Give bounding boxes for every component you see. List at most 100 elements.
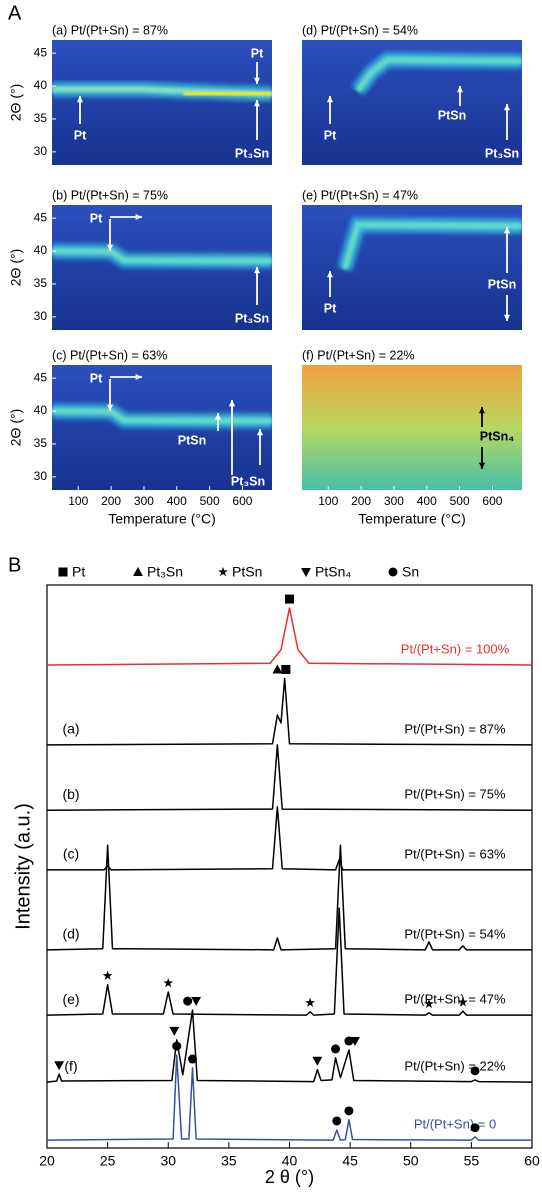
- marker-triangle-down: [191, 997, 202, 1007]
- x-tick-label: 30: [160, 1153, 176, 1169]
- marker-triangle: [272, 664, 283, 674]
- y-tick-label: 35: [34, 436, 48, 450]
- marker-circle: [332, 1116, 342, 1126]
- annotation: Pt: [251, 46, 264, 60]
- trace-label: (f): [64, 1058, 77, 1074]
- trace-name: Pt/(Pt+Sn) = 22%: [404, 1059, 506, 1074]
- x-tick-label: 35: [221, 1153, 237, 1169]
- x-tick-label: 20: [39, 1153, 55, 1169]
- panel-title: (f) Pt/(Pt+Sn) = 22%: [302, 348, 415, 362]
- annotation: PtSn: [488, 277, 516, 291]
- x-axis-label: Temperature (°C): [358, 511, 466, 527]
- heatmap-bands: [52, 243, 272, 269]
- legend-label: Sn: [402, 564, 419, 580]
- panel-label: A: [8, 2, 22, 24]
- heatmap-bands: [302, 217, 522, 326]
- x-tick-label: 300: [134, 494, 154, 508]
- arrow-head: [256, 429, 264, 436]
- x-tick-label: 200: [101, 494, 121, 508]
- y-tick-label: 30: [34, 469, 48, 483]
- arrow-head: [135, 213, 142, 221]
- trace-name: Pt/(Pt+Sn) = 87%: [404, 721, 506, 736]
- annotation: Pt: [90, 371, 103, 385]
- legend-symbol: [58, 567, 68, 577]
- legend-symbol: [388, 567, 398, 577]
- arrow-head: [135, 373, 142, 381]
- legend-label: PtSn: [232, 564, 262, 580]
- trace-label: (e): [62, 991, 79, 1007]
- x-tick-label: 100: [318, 494, 338, 508]
- arrow-head: [503, 314, 511, 321]
- arrow-head: [326, 96, 334, 103]
- x-tick-label: 600: [482, 494, 502, 508]
- heatmap-background: [302, 365, 522, 490]
- marker-star: [102, 970, 113, 980]
- marker-circle: [470, 1123, 480, 1133]
- marker-star: [457, 997, 468, 1007]
- marker-circle: [470, 1066, 480, 1076]
- arrow-head: [253, 100, 261, 107]
- marker-square: [281, 664, 291, 674]
- y-tick-label: 35: [34, 111, 48, 125]
- xrd-trace: [46, 744, 533, 811]
- y-axis-label: 2Θ (°): [8, 249, 24, 287]
- y-tick-label: 45: [34, 370, 48, 384]
- panel-title: (e) Pt/(Pt+Sn) = 47%: [302, 188, 418, 202]
- y-tick-label: 45: [34, 45, 48, 59]
- arrow-head: [106, 404, 114, 411]
- annotation: Pt: [324, 128, 337, 142]
- heatmap-bands: [52, 379, 272, 429]
- heatmap-bands: [52, 81, 272, 102]
- arrow-head: [478, 462, 486, 469]
- x-tick-label: 40: [282, 1153, 298, 1169]
- panel-title: (c) Pt/(Pt+Sn) = 63%: [52, 348, 167, 362]
- marker-circle: [344, 1106, 354, 1116]
- x-tick-label: 500: [450, 494, 470, 508]
- arrow-head: [503, 227, 511, 234]
- annotation: Pt: [324, 301, 337, 315]
- trace-name: Pt/(Pt+Sn) = 75%: [404, 787, 506, 802]
- x-tick-label: 55: [464, 1153, 480, 1169]
- trace-label: (b): [62, 786, 79, 802]
- arrow-head: [456, 86, 464, 93]
- panel-label: B: [8, 554, 21, 576]
- x-tick-label: 50: [403, 1153, 419, 1169]
- x-tick-label: 600: [232, 494, 252, 508]
- annotation: Pt₃Sn: [235, 311, 269, 325]
- y-axis-label: 2Θ (°): [8, 409, 24, 447]
- arrow-head: [76, 96, 84, 103]
- annotation: Pt: [90, 211, 103, 225]
- annotation: Pt₃Sn: [485, 146, 519, 160]
- heatmap-bands: [302, 52, 522, 104]
- annotation: PtSn: [178, 433, 206, 447]
- panel-title: (b) Pt/(Pt+Sn) = 75%: [52, 188, 168, 202]
- x-tick-label: 400: [417, 494, 437, 508]
- xrd-trace: [46, 607, 533, 666]
- arrow-head: [253, 267, 261, 274]
- arrow-head: [228, 400, 236, 407]
- marker-triangle-down: [54, 1061, 65, 1071]
- marker-circle: [183, 996, 193, 1006]
- y-tick-label: 45: [34, 210, 48, 224]
- arrow-head: [478, 407, 486, 414]
- y-tick-label: 30: [34, 309, 48, 323]
- marker-triangle-down: [312, 1056, 323, 1066]
- x-tick-label: 400: [167, 494, 187, 508]
- x-axis-label: 2 θ (°): [265, 1167, 314, 1187]
- legend-label: Pt: [72, 564, 85, 580]
- marker-triangle-down: [350, 1036, 360, 1046]
- annotation: PtSn: [438, 108, 466, 122]
- trace-label: (d): [62, 926, 79, 942]
- xrd-trace: [46, 1054, 532, 1141]
- panel-title: (d) Pt/(Pt+Sn) = 54%: [302, 23, 418, 37]
- annotation: Pt₃Sn: [231, 474, 265, 488]
- trace-name: Pt/(Pt+Sn) = 47%: [404, 992, 506, 1007]
- trace-label: (a): [62, 721, 79, 737]
- annotation: Pt₃Sn: [235, 146, 269, 160]
- x-tick-label: 500: [200, 494, 220, 508]
- xrd-trace: [46, 844, 532, 951]
- xrd-trace: [46, 1009, 533, 1083]
- legend-label: PtSn₄: [315, 564, 351, 580]
